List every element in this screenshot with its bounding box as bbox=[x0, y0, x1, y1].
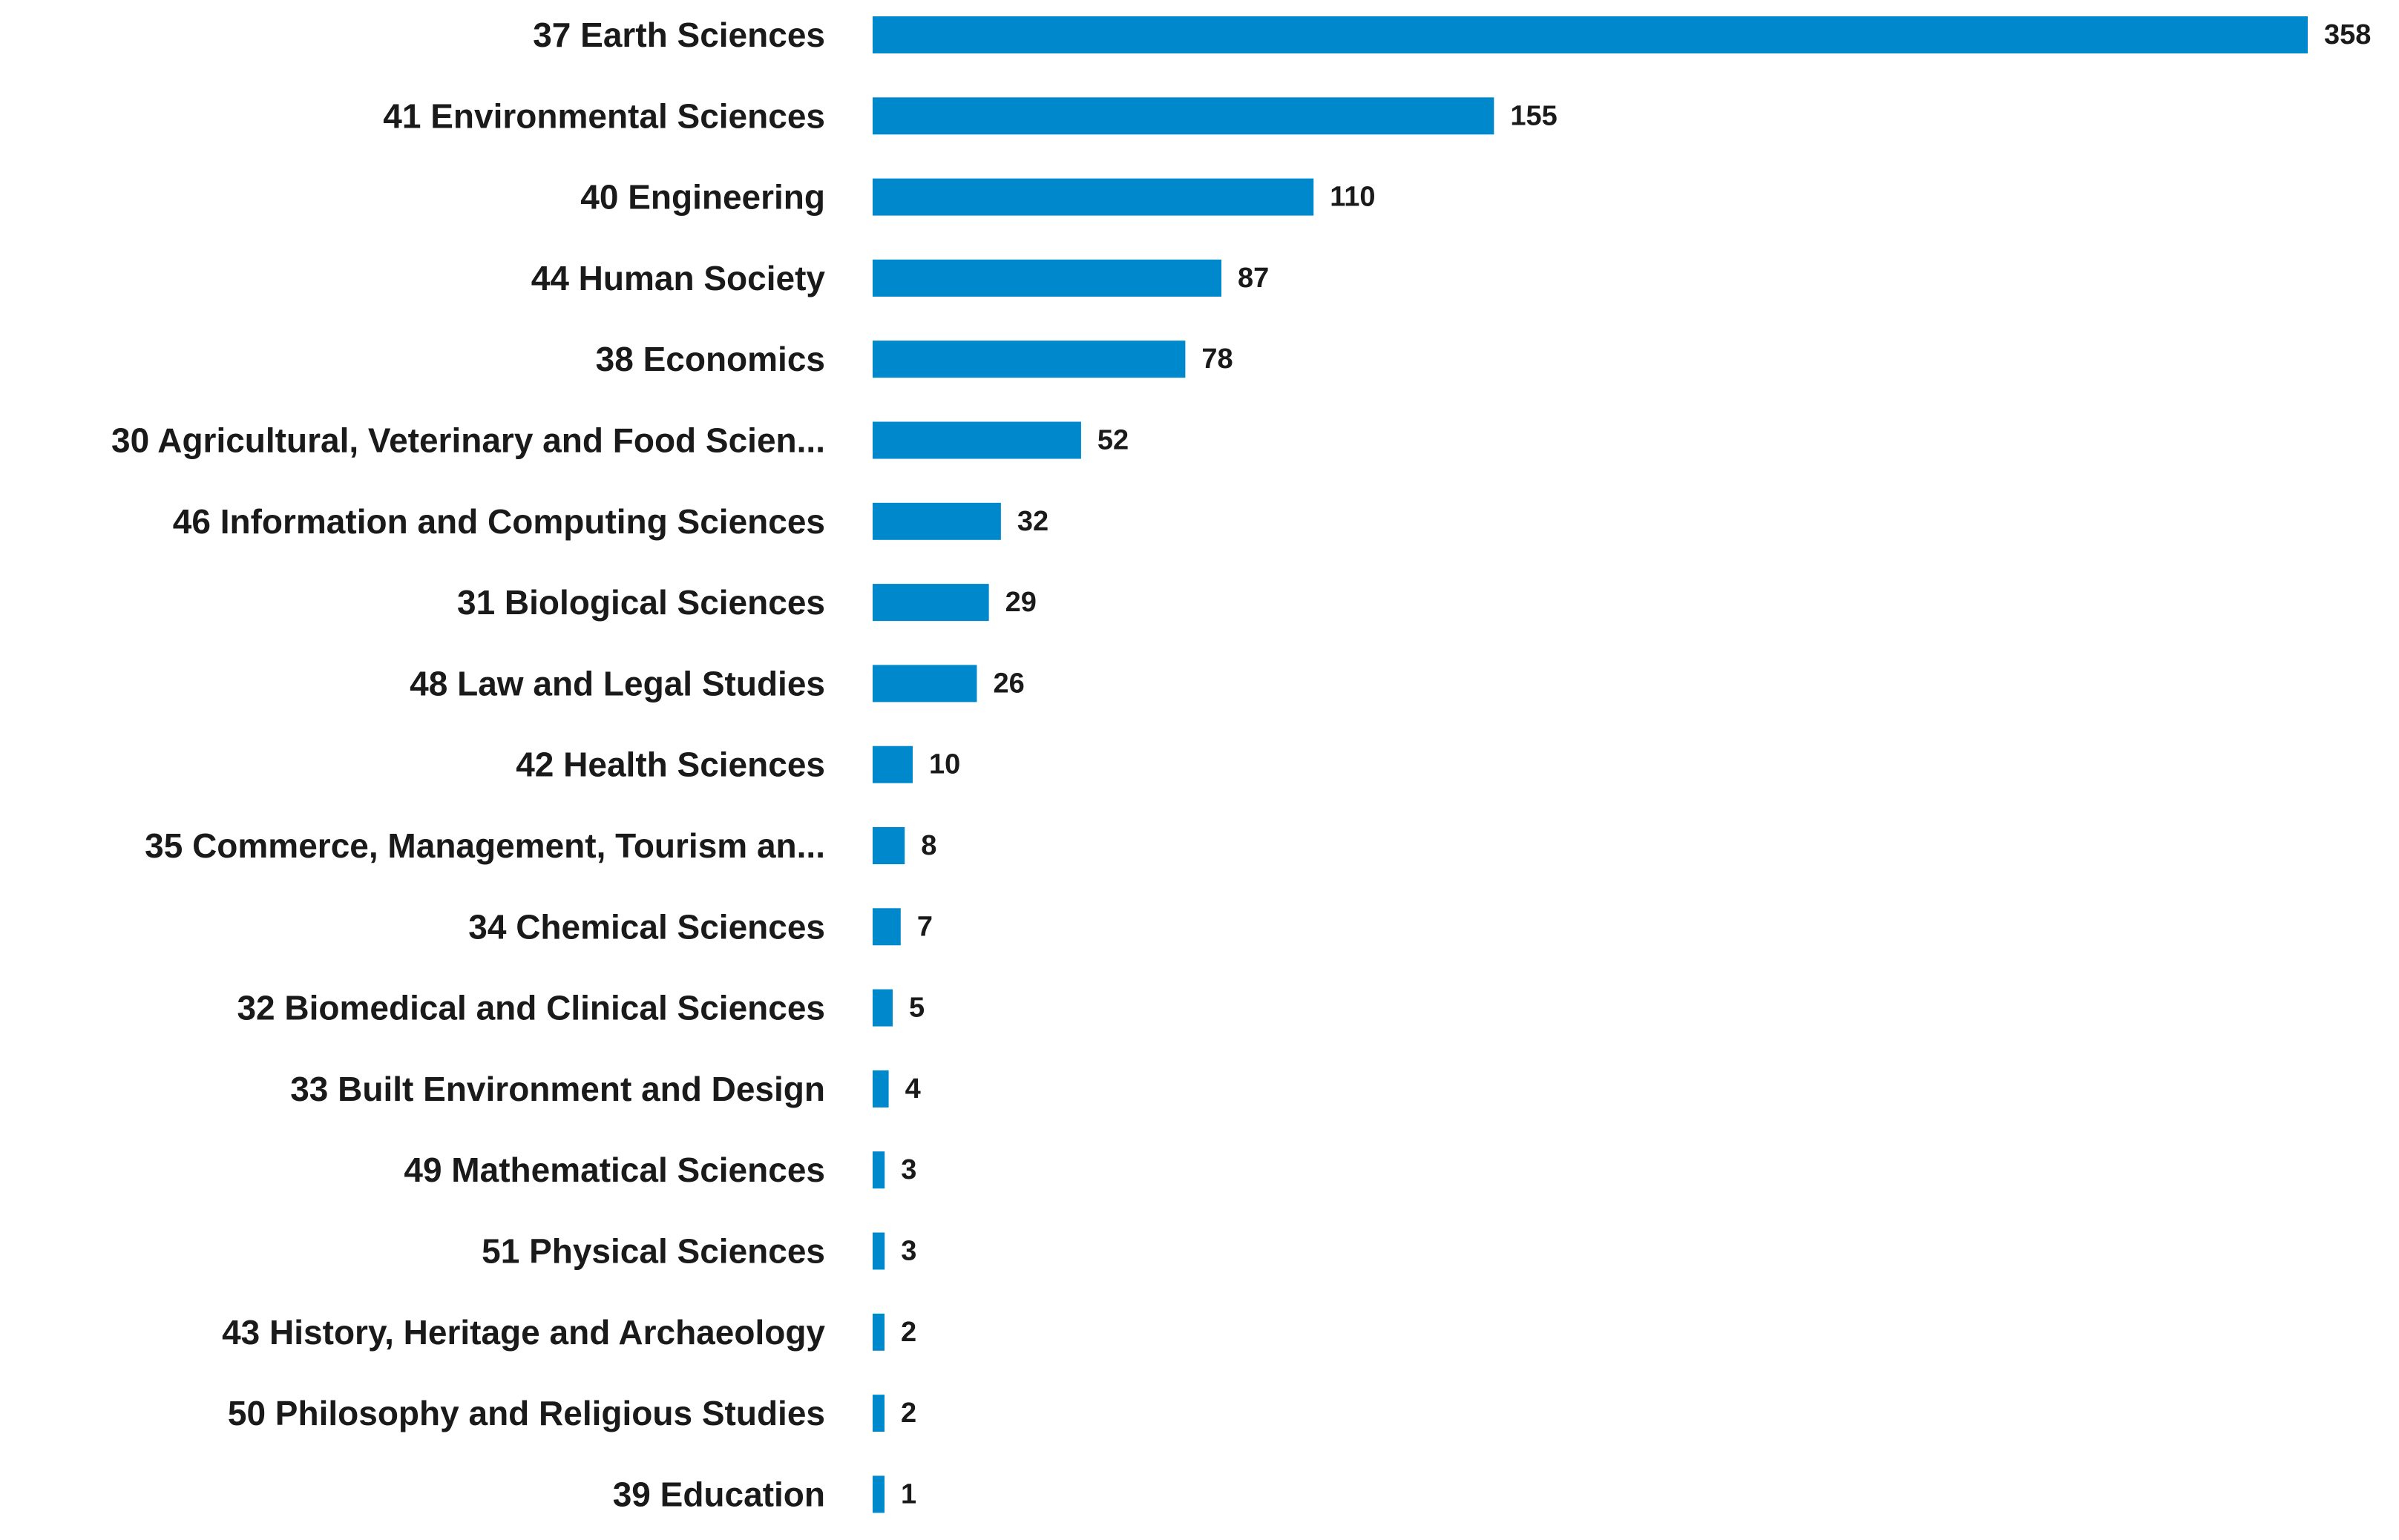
category-label: 38 Economics bbox=[596, 340, 825, 378]
bar[interactable] bbox=[873, 1232, 885, 1270]
bar[interactable] bbox=[873, 502, 1001, 540]
data-label: 78 bbox=[1201, 343, 1233, 375]
category-label: 30 Agricultural, Veterinary and Food Sci… bbox=[111, 421, 825, 460]
bar[interactable] bbox=[873, 259, 1221, 297]
category-label: 49 Mathematical Sciences bbox=[404, 1151, 825, 1189]
bar[interactable] bbox=[873, 421, 1081, 459]
data-label: 26 bbox=[993, 668, 1024, 699]
data-label: 8 bbox=[921, 830, 936, 861]
data-label: 10 bbox=[929, 749, 960, 780]
bar[interactable] bbox=[873, 16, 2308, 53]
data-label: 155 bbox=[1510, 100, 1557, 131]
data-label: 110 bbox=[1330, 182, 1375, 213]
data-label: 32 bbox=[1017, 506, 1048, 537]
bar[interactable] bbox=[873, 1395, 885, 1432]
category-label: 32 Biomedical and Clinical Sciences bbox=[237, 989, 825, 1027]
bar[interactable] bbox=[873, 1475, 885, 1513]
category-label: 50 Philosophy and Religious Studies bbox=[228, 1394, 825, 1432]
category-label: 33 Built Environment and Design bbox=[290, 1070, 825, 1108]
bar[interactable] bbox=[873, 97, 1494, 135]
data-label: 52 bbox=[1097, 425, 1129, 456]
data-label: 2 bbox=[901, 1317, 916, 1348]
bar[interactable] bbox=[873, 827, 905, 864]
category-label: 35 Commerce, Management, Tourism an... bbox=[145, 826, 825, 865]
category-label: 51 Physical Sciences bbox=[482, 1232, 825, 1271]
category-label: 41 Environmental Sciences bbox=[383, 96, 825, 135]
bar[interactable] bbox=[873, 989, 893, 1027]
category-label: 40 Engineering bbox=[580, 178, 825, 217]
bar[interactable] bbox=[873, 665, 977, 702]
data-label: 4 bbox=[905, 1073, 921, 1105]
category-label: 43 History, Heritage and Archaeology bbox=[222, 1313, 825, 1352]
data-label: 5 bbox=[909, 993, 925, 1024]
bar[interactable] bbox=[873, 584, 989, 622]
category-label: 37 Earth Sciences bbox=[533, 16, 825, 54]
data-label: 358 bbox=[2324, 19, 2371, 50]
bar[interactable] bbox=[873, 1151, 885, 1189]
category-label: 48 Law and Legal Studies bbox=[410, 664, 825, 702]
bar[interactable] bbox=[873, 746, 913, 783]
category-label: 34 Chemical Sciences bbox=[468, 907, 825, 946]
bar[interactable] bbox=[873, 178, 1314, 216]
bar[interactable] bbox=[873, 340, 1186, 378]
category-label: 44 Human Society bbox=[531, 259, 826, 297]
data-label: 3 bbox=[901, 1154, 916, 1185]
data-label: 87 bbox=[1238, 263, 1269, 294]
data-label: 29 bbox=[1005, 587, 1037, 618]
data-label: 7 bbox=[917, 911, 933, 942]
bar[interactable] bbox=[873, 1313, 885, 1351]
data-label: 3 bbox=[901, 1236, 916, 1267]
data-label: 1 bbox=[901, 1478, 916, 1510]
category-label: 42 Health Sciences bbox=[516, 746, 825, 784]
category-label: 46 Information and Computing Sciences bbox=[173, 502, 825, 541]
bar[interactable] bbox=[873, 1070, 889, 1108]
category-label: 31 Biological Sciences bbox=[457, 583, 825, 622]
data-label: 2 bbox=[901, 1398, 916, 1429]
category-label: 39 Education bbox=[613, 1475, 825, 1513]
bar[interactable] bbox=[873, 908, 901, 946]
